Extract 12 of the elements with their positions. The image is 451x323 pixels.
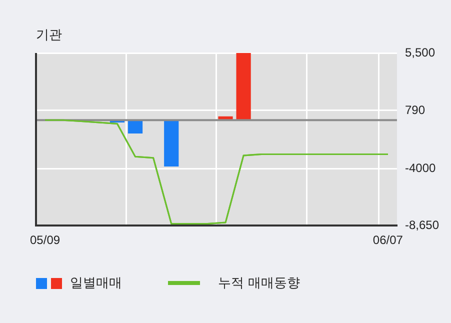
chart-title: 기관 bbox=[36, 27, 62, 44]
x-tick-label: 05/09 bbox=[30, 233, 60, 248]
y-tick-label: 5,500 bbox=[404, 45, 436, 60]
bar bbox=[164, 120, 179, 166]
bar bbox=[236, 53, 251, 120]
bar bbox=[128, 120, 143, 134]
legend-label: 누적 매매동향 bbox=[218, 275, 300, 292]
y-tick-label: 790 bbox=[404, 102, 426, 117]
y-tick-label: -4000 bbox=[404, 161, 436, 176]
legend-label: 일별매매 bbox=[70, 275, 122, 292]
y-tick-label: -8,650 bbox=[404, 218, 440, 232]
x-tick-label: 06/07 bbox=[372, 233, 404, 248]
